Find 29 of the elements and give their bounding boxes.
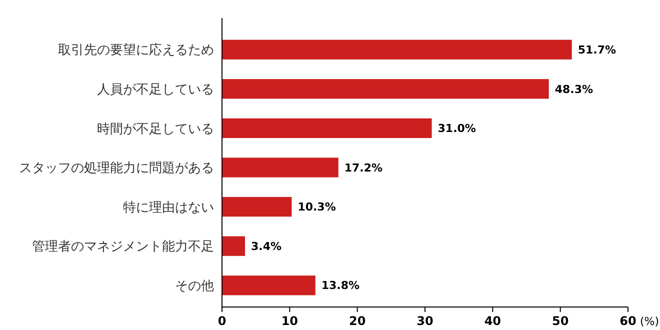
x-tick-label: 40 [484, 314, 502, 328]
y-tick-label: 取引先の要望に応えるため [58, 42, 214, 58]
x-axis-title: (%) [640, 315, 660, 328]
x-tick-label: 20 [348, 314, 366, 328]
x-tick-label: 60 [620, 314, 636, 328]
data-label: 17.2% [344, 161, 383, 174]
data-label: 51.7% [578, 43, 616, 56]
bar [222, 40, 572, 60]
y-tick-label: その他 [175, 278, 214, 294]
data-label: 3.4% [251, 240, 282, 253]
data-label: 10.3% [298, 200, 336, 214]
y-tick-label: スタッフの処理能力に問題がある [19, 161, 214, 176]
bar [222, 118, 432, 138]
bar [222, 236, 246, 256]
bar [222, 158, 338, 178]
y-tick-label: 人員が不足している [97, 82, 214, 98]
bar [222, 79, 549, 99]
x-tick-label: 10 [281, 314, 298, 328]
y-tick-label: 管理者のマネジメント能力不足 [32, 240, 214, 255]
y-tick-label: 特に理由はない [123, 200, 214, 216]
x-tick-label: 30 [416, 314, 434, 328]
data-label: 13.8% [321, 279, 360, 292]
x-tick-label: 0 [218, 314, 226, 328]
bar [222, 276, 316, 296]
x-tick-label: 50 [552, 314, 569, 328]
y-tick-label: 時間が不足している [97, 122, 214, 137]
data-label: 48.3% [554, 82, 593, 96]
data-label: 31.0% [438, 122, 476, 136]
bar [222, 196, 292, 217]
